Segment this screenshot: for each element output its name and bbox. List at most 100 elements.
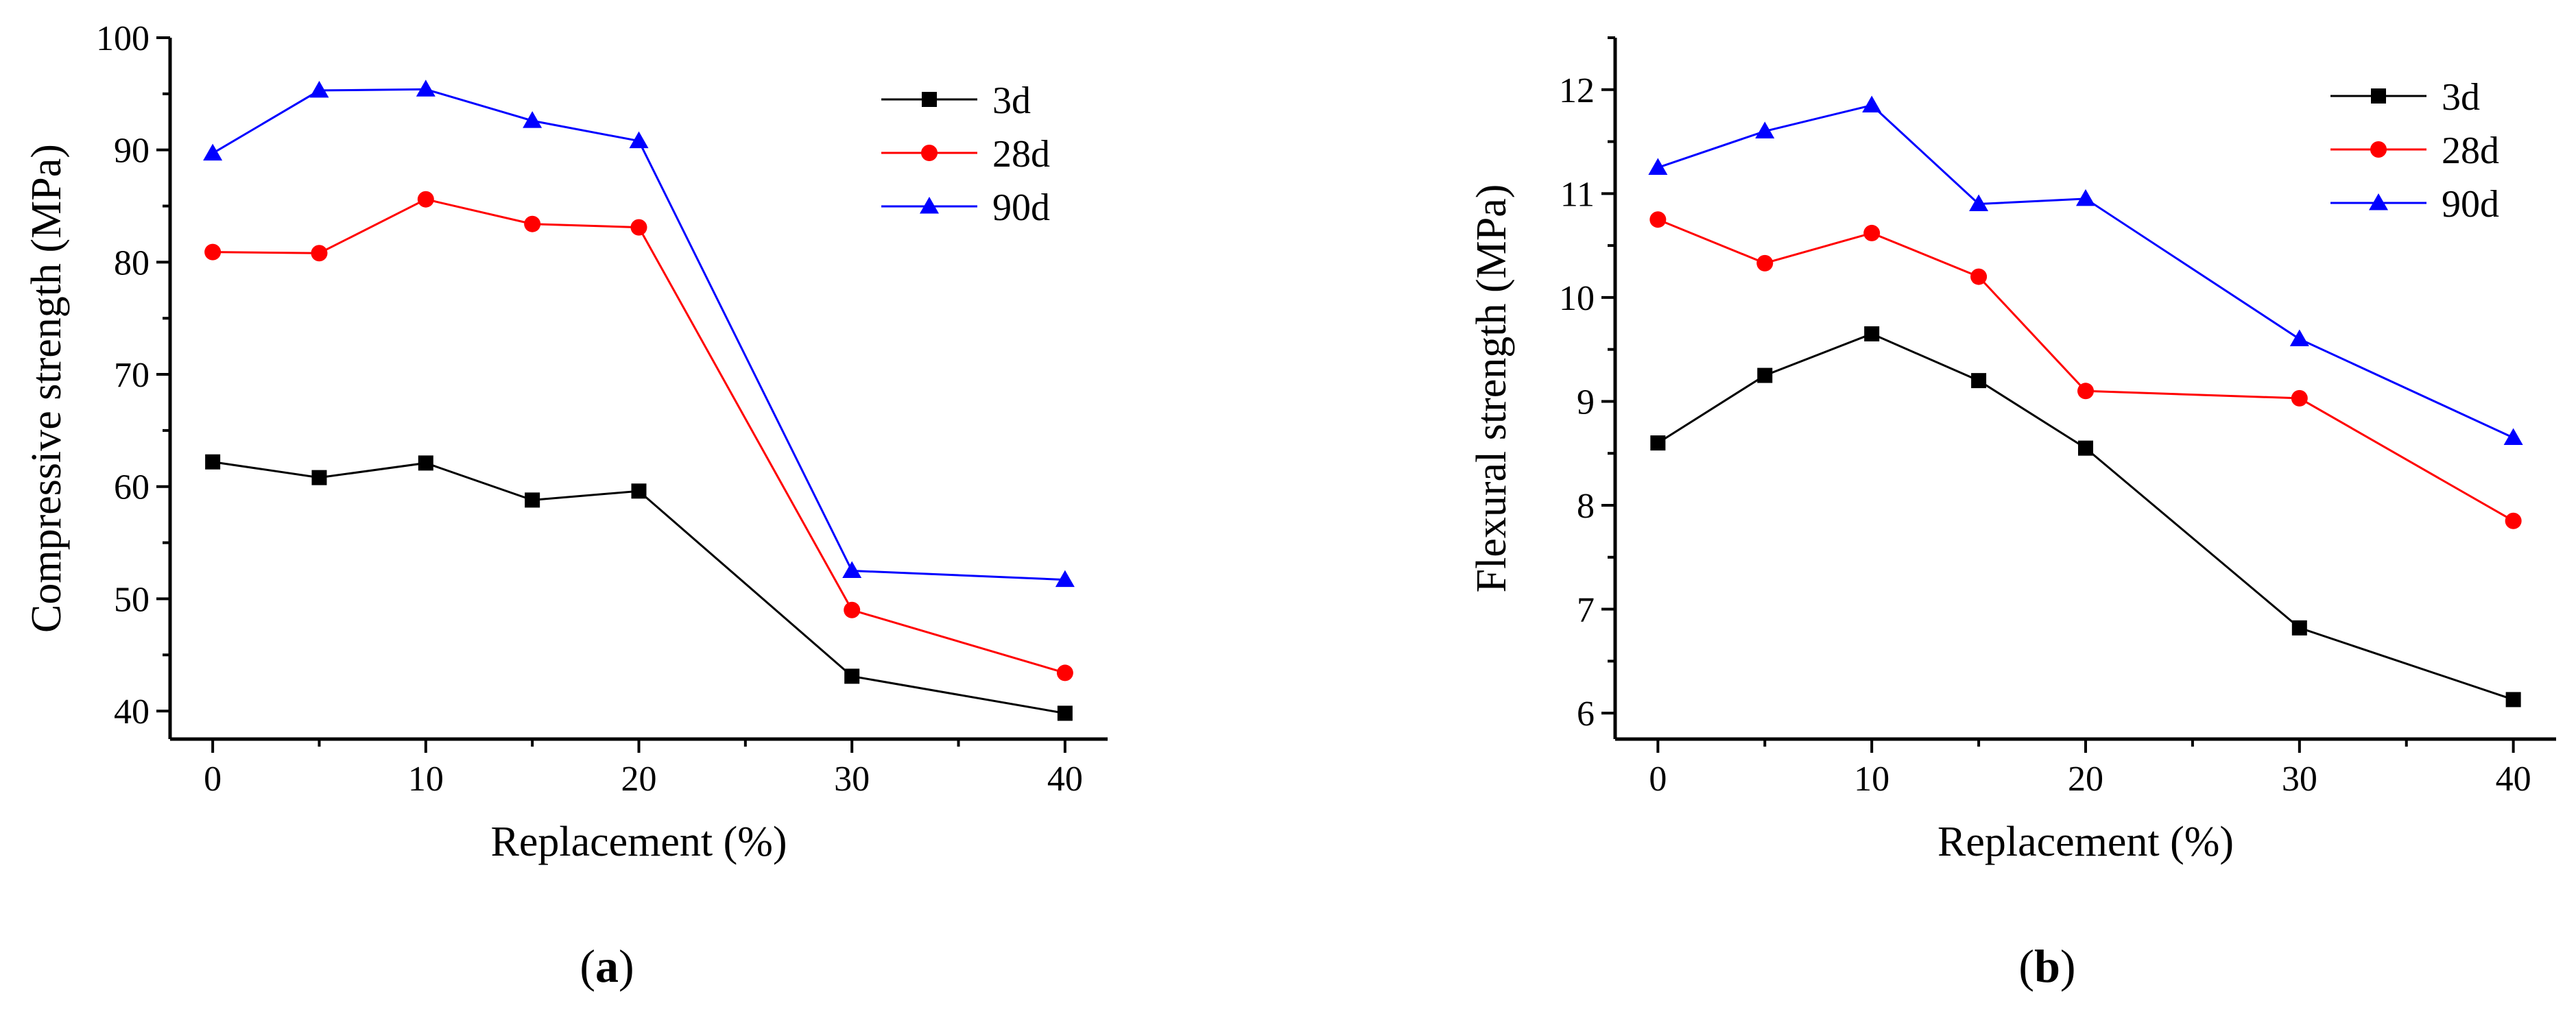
y-tick-label: 80 xyxy=(114,243,150,282)
y-tick-label: 8 xyxy=(1577,487,1595,526)
y-tick-label: 7 xyxy=(1577,591,1595,630)
y-axis-title: Compressive strength (MPa) xyxy=(23,144,70,633)
data-point-3d xyxy=(844,668,860,684)
data-point-28d xyxy=(844,601,861,618)
data-point-90d xyxy=(1755,121,1775,138)
legend-label-3d: 3d xyxy=(992,80,1031,122)
x-tick-label: 30 xyxy=(2282,760,2317,799)
data-point-3d xyxy=(205,454,221,470)
legend-label-90d: 90d xyxy=(992,186,1050,229)
data-point-3d xyxy=(1057,705,1073,721)
data-point-3d xyxy=(1757,367,1773,383)
series-28d xyxy=(204,191,1073,681)
legend-marker-90d xyxy=(920,197,939,214)
data-point-90d xyxy=(203,143,223,161)
y-tick-label: 50 xyxy=(114,580,150,619)
y-axis-title: Flexural strength (MPa) xyxy=(1468,184,1515,593)
data-point-90d xyxy=(629,131,649,149)
caption-close-paren: ) xyxy=(2060,940,2076,992)
x-tick-label: 0 xyxy=(1649,760,1667,799)
caption-open-paren: ( xyxy=(580,940,595,992)
caption-a: (a) xyxy=(580,940,634,992)
x-tick-label: 10 xyxy=(408,760,444,799)
data-point-3d xyxy=(525,492,540,508)
caption-close-paren: ) xyxy=(619,940,634,992)
x-axis-title: Replacement (%) xyxy=(1937,819,2234,865)
y-tick-label: 11 xyxy=(1560,175,1595,214)
data-point-90d xyxy=(1969,194,1989,211)
series-3d xyxy=(205,454,1073,721)
series-28d xyxy=(1649,211,2522,529)
data-point-90d xyxy=(523,111,542,128)
legend-marker-3d xyxy=(922,92,937,107)
data-point-28d xyxy=(2505,512,2522,529)
y-tick-label: 40 xyxy=(114,692,150,732)
data-point-28d xyxy=(524,215,541,232)
x-tick-label: 10 xyxy=(1854,760,1889,799)
data-point-3d xyxy=(2291,620,2307,636)
data-point-28d xyxy=(1649,211,1667,228)
legend-marker-90d xyxy=(2369,193,2388,210)
data-point-28d xyxy=(2077,383,2094,400)
y-tick-label: 60 xyxy=(114,468,150,507)
series-90d xyxy=(203,80,1075,588)
legend-marker-3d xyxy=(2371,88,2386,104)
series-90d xyxy=(1648,95,2523,445)
data-point-28d xyxy=(204,243,222,261)
data-point-3d xyxy=(1971,373,1987,389)
x-tick-label: 40 xyxy=(2496,760,2531,799)
y-tick-label: 12 xyxy=(1559,71,1595,110)
caption-b: (b) xyxy=(2018,940,2075,992)
data-point-90d xyxy=(2289,329,2309,347)
data-point-3d xyxy=(311,470,327,485)
x-axis-title: Replacement (%) xyxy=(490,819,787,865)
data-point-3d xyxy=(2078,440,2093,456)
series-3d xyxy=(1650,326,2521,708)
data-point-28d xyxy=(630,219,647,236)
y-tick-label: 70 xyxy=(114,356,150,395)
caption-letter: b xyxy=(2034,940,2060,992)
y-tick-label: 90 xyxy=(114,132,150,171)
data-point-28d xyxy=(1756,254,1774,271)
chart-panel-a: 40 50 60 70 80 90 100 0 10 20 30 40 Replacement (%) C… xyxy=(23,19,1108,992)
x-tick-label: 40 xyxy=(1047,760,1083,799)
x-tick-label: 30 xyxy=(834,760,870,799)
data-point-3d xyxy=(1650,435,1666,451)
data-point-28d xyxy=(1970,268,1988,285)
legend-marker-28d xyxy=(2370,141,2387,158)
x-tick-label: 20 xyxy=(2068,760,2103,799)
data-point-3d xyxy=(418,455,433,471)
data-point-3d xyxy=(631,483,647,499)
legend-label-3d: 3d xyxy=(2442,76,2480,119)
y-tick-label: 9 xyxy=(1577,383,1595,422)
legend-label-28d: 28d xyxy=(2442,130,2499,172)
data-point-90d xyxy=(1862,95,1882,113)
data-point-90d xyxy=(309,80,329,98)
data-point-28d xyxy=(2291,389,2308,407)
series-line-28d xyxy=(1657,218,2514,522)
data-point-90d xyxy=(1055,570,1075,588)
y-tick-label: 6 xyxy=(1577,695,1595,734)
x-tick-label: 0 xyxy=(204,760,222,799)
caption-letter: a xyxy=(595,940,619,992)
data-point-90d xyxy=(842,561,862,578)
x-tick-label: 20 xyxy=(621,760,657,799)
series-line-3d xyxy=(212,461,1066,714)
caption-open-paren: ( xyxy=(2018,940,2034,992)
data-point-90d xyxy=(2076,189,2095,206)
legend-label-90d: 90d xyxy=(2442,183,2499,226)
data-point-3d xyxy=(2505,692,2521,708)
y-tick-label: 100 xyxy=(96,19,150,58)
data-point-90d xyxy=(1648,158,1668,175)
data-point-28d xyxy=(311,245,328,262)
y-tick-label: 10 xyxy=(1559,279,1595,318)
data-point-28d xyxy=(417,191,434,208)
data-point-90d xyxy=(416,80,436,97)
series-line-90d xyxy=(212,88,1065,581)
legend-label-28d: 28d xyxy=(992,133,1050,176)
data-point-28d xyxy=(1863,224,1881,241)
series-line-28d xyxy=(213,198,1066,674)
chart-panel-b: 6 7 8 9 10 11 12 0 10 20 30 40 Replacement (%) Flexur… xyxy=(1468,36,2556,992)
legend-marker-28d xyxy=(921,145,938,161)
